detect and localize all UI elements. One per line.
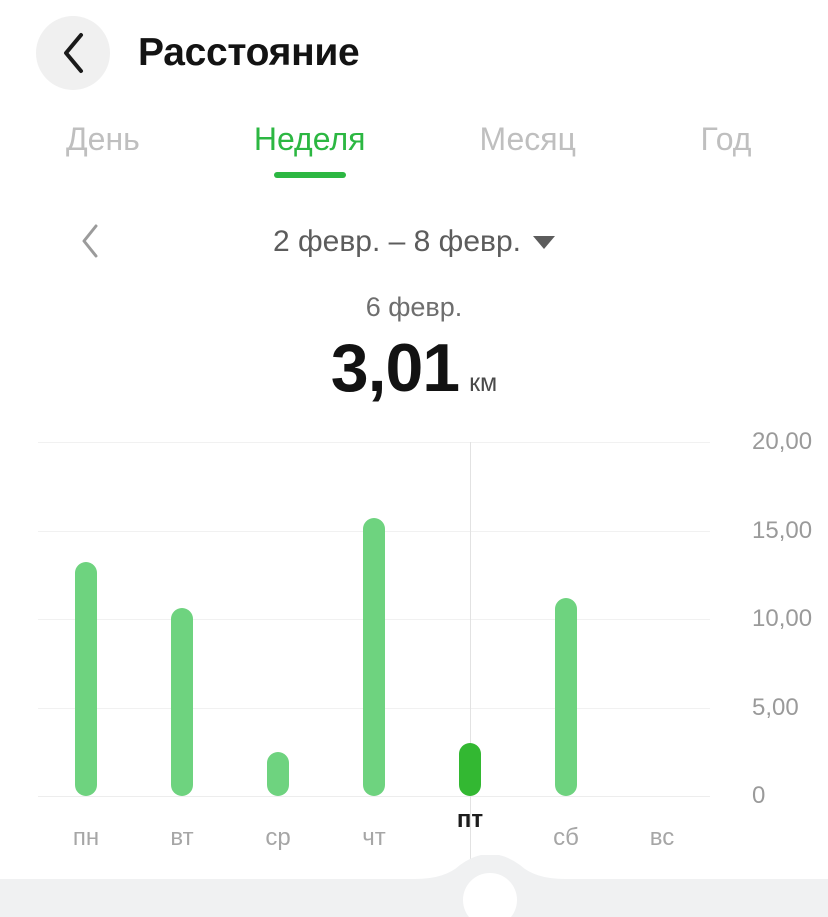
tab-year[interactable]: Год: [684, 120, 768, 178]
chart-x-label[interactable]: вс: [649, 824, 675, 851]
chart-selection-line: [469, 442, 471, 862]
header: Расстояние: [0, 0, 828, 92]
tab-day-label: День: [66, 121, 140, 157]
chart-bar[interactable]: [267, 751, 289, 796]
chart-plot-area[interactable]: 0 5,00 10,00 15,00 20,00: [38, 428, 812, 862]
bottom-scrubber-bar[interactable]: [0, 855, 828, 917]
date-navigation: 2 февр. – 8 февр.: [0, 216, 828, 268]
chart-x-label[interactable]: ср: [265, 824, 291, 851]
chart-y-tick-label: 10,00: [752, 605, 813, 632]
stat-value: 3,01: [330, 330, 460, 407]
stat-value-row: 3,01 км: [0, 329, 828, 407]
tab-month[interactable]: Месяц: [473, 120, 581, 178]
back-button[interactable]: [36, 16, 110, 90]
previous-week-button[interactable]: [70, 222, 110, 262]
period-tabs: День Неделя Месяц Год: [0, 92, 828, 179]
date-range-label: 2 февр. – 8 февр.: [272, 225, 522, 259]
summary-stat: 6 февр. 3,01 км: [0, 292, 828, 407]
stat-unit: км: [469, 369, 498, 398]
tab-week[interactable]: Неделя: [248, 120, 372, 179]
chart-y-tick-label: 20,00: [752, 428, 813, 455]
tab-month-label: Месяц: [479, 121, 576, 157]
tab-day[interactable]: День: [60, 120, 146, 178]
chart-y-tick-label: 5,00: [752, 693, 799, 721]
chart-x-label[interactable]: сб: [553, 824, 579, 851]
chart-bar[interactable]: [171, 608, 193, 796]
chart-gridline: [38, 796, 710, 797]
stat-date-label: 6 февр.: [365, 292, 463, 323]
chart-y-tick-label: 15,00: [752, 516, 813, 544]
chart-x-label[interactable]: пн: [72, 824, 100, 851]
chart-gridline: [38, 442, 710, 443]
tab-year-underline: [690, 172, 762, 178]
chart-x-label[interactable]: чт: [362, 824, 386, 851]
tab-year-label: Год: [700, 121, 752, 157]
tab-month-underline: [492, 172, 564, 178]
tab-week-label: Неделя: [253, 121, 366, 157]
chart-bar[interactable]: [459, 742, 481, 796]
chart-bar[interactable]: [75, 562, 97, 796]
chevron-left-icon: [79, 223, 101, 262]
scrubber-knob[interactable]: [463, 873, 517, 917]
tab-week-underline: [273, 172, 346, 179]
scrubber-notch-shape: [0, 855, 828, 917]
chart-bar[interactable]: [555, 597, 577, 796]
caret-down-icon: [533, 235, 556, 249]
chart-x-axis-labels: пн вт ср чт пт сб вс: [38, 806, 710, 864]
chart-x-label[interactable]: вт: [170, 824, 194, 851]
page-title: Расстояние: [138, 31, 360, 74]
chart-x-label[interactable]: пт: [456, 806, 484, 833]
distance-bar-chart[interactable]: 0 5,00 10,00 15,00 20,00 пн вт ср чт пт сб вс: [0, 424, 828, 862]
chart-y-tick-label: 0: [752, 782, 766, 809]
chart-bar[interactable]: [363, 518, 385, 796]
date-range-selector[interactable]: 2 февр. – 8 февр.: [272, 225, 556, 259]
chevron-left-icon: [58, 31, 88, 75]
tab-day-underline: [67, 172, 139, 178]
